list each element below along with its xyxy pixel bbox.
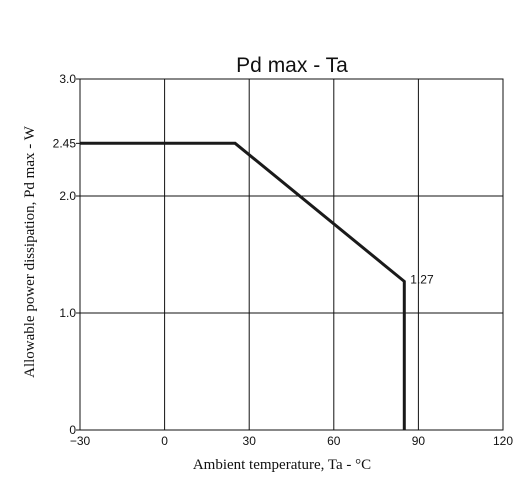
x-tick-label: 0 (161, 434, 168, 448)
y-tick-label: 2.45 (53, 136, 77, 150)
plot-frame (79, 78, 504, 431)
y-tick-label: 3.0 (59, 72, 76, 86)
y-tick-label: 1.0 (59, 306, 76, 320)
grid (80, 79, 503, 430)
y-tick-label: 0 (69, 423, 76, 437)
y-axis-label: Allowable power dissipation, Pd max - W (22, 125, 38, 378)
y-tick-label: 2.0 (59, 189, 76, 203)
annotations: 1.27 (410, 272, 434, 286)
x-tick-label: −30 (70, 434, 91, 448)
x-tick-label: 60 (327, 434, 341, 448)
x-tick-label: 30 (243, 434, 257, 448)
x-tick-label: 120 (493, 434, 513, 448)
x-tick-label: 90 (412, 434, 426, 448)
chart-title: Pd max - Ta (236, 54, 348, 77)
series (80, 141, 406, 430)
x-axis-label: Ambient temperature, Ta - °C (193, 457, 371, 473)
series-line (80, 141, 406, 430)
annotation-label: 1.27 (410, 272, 434, 286)
